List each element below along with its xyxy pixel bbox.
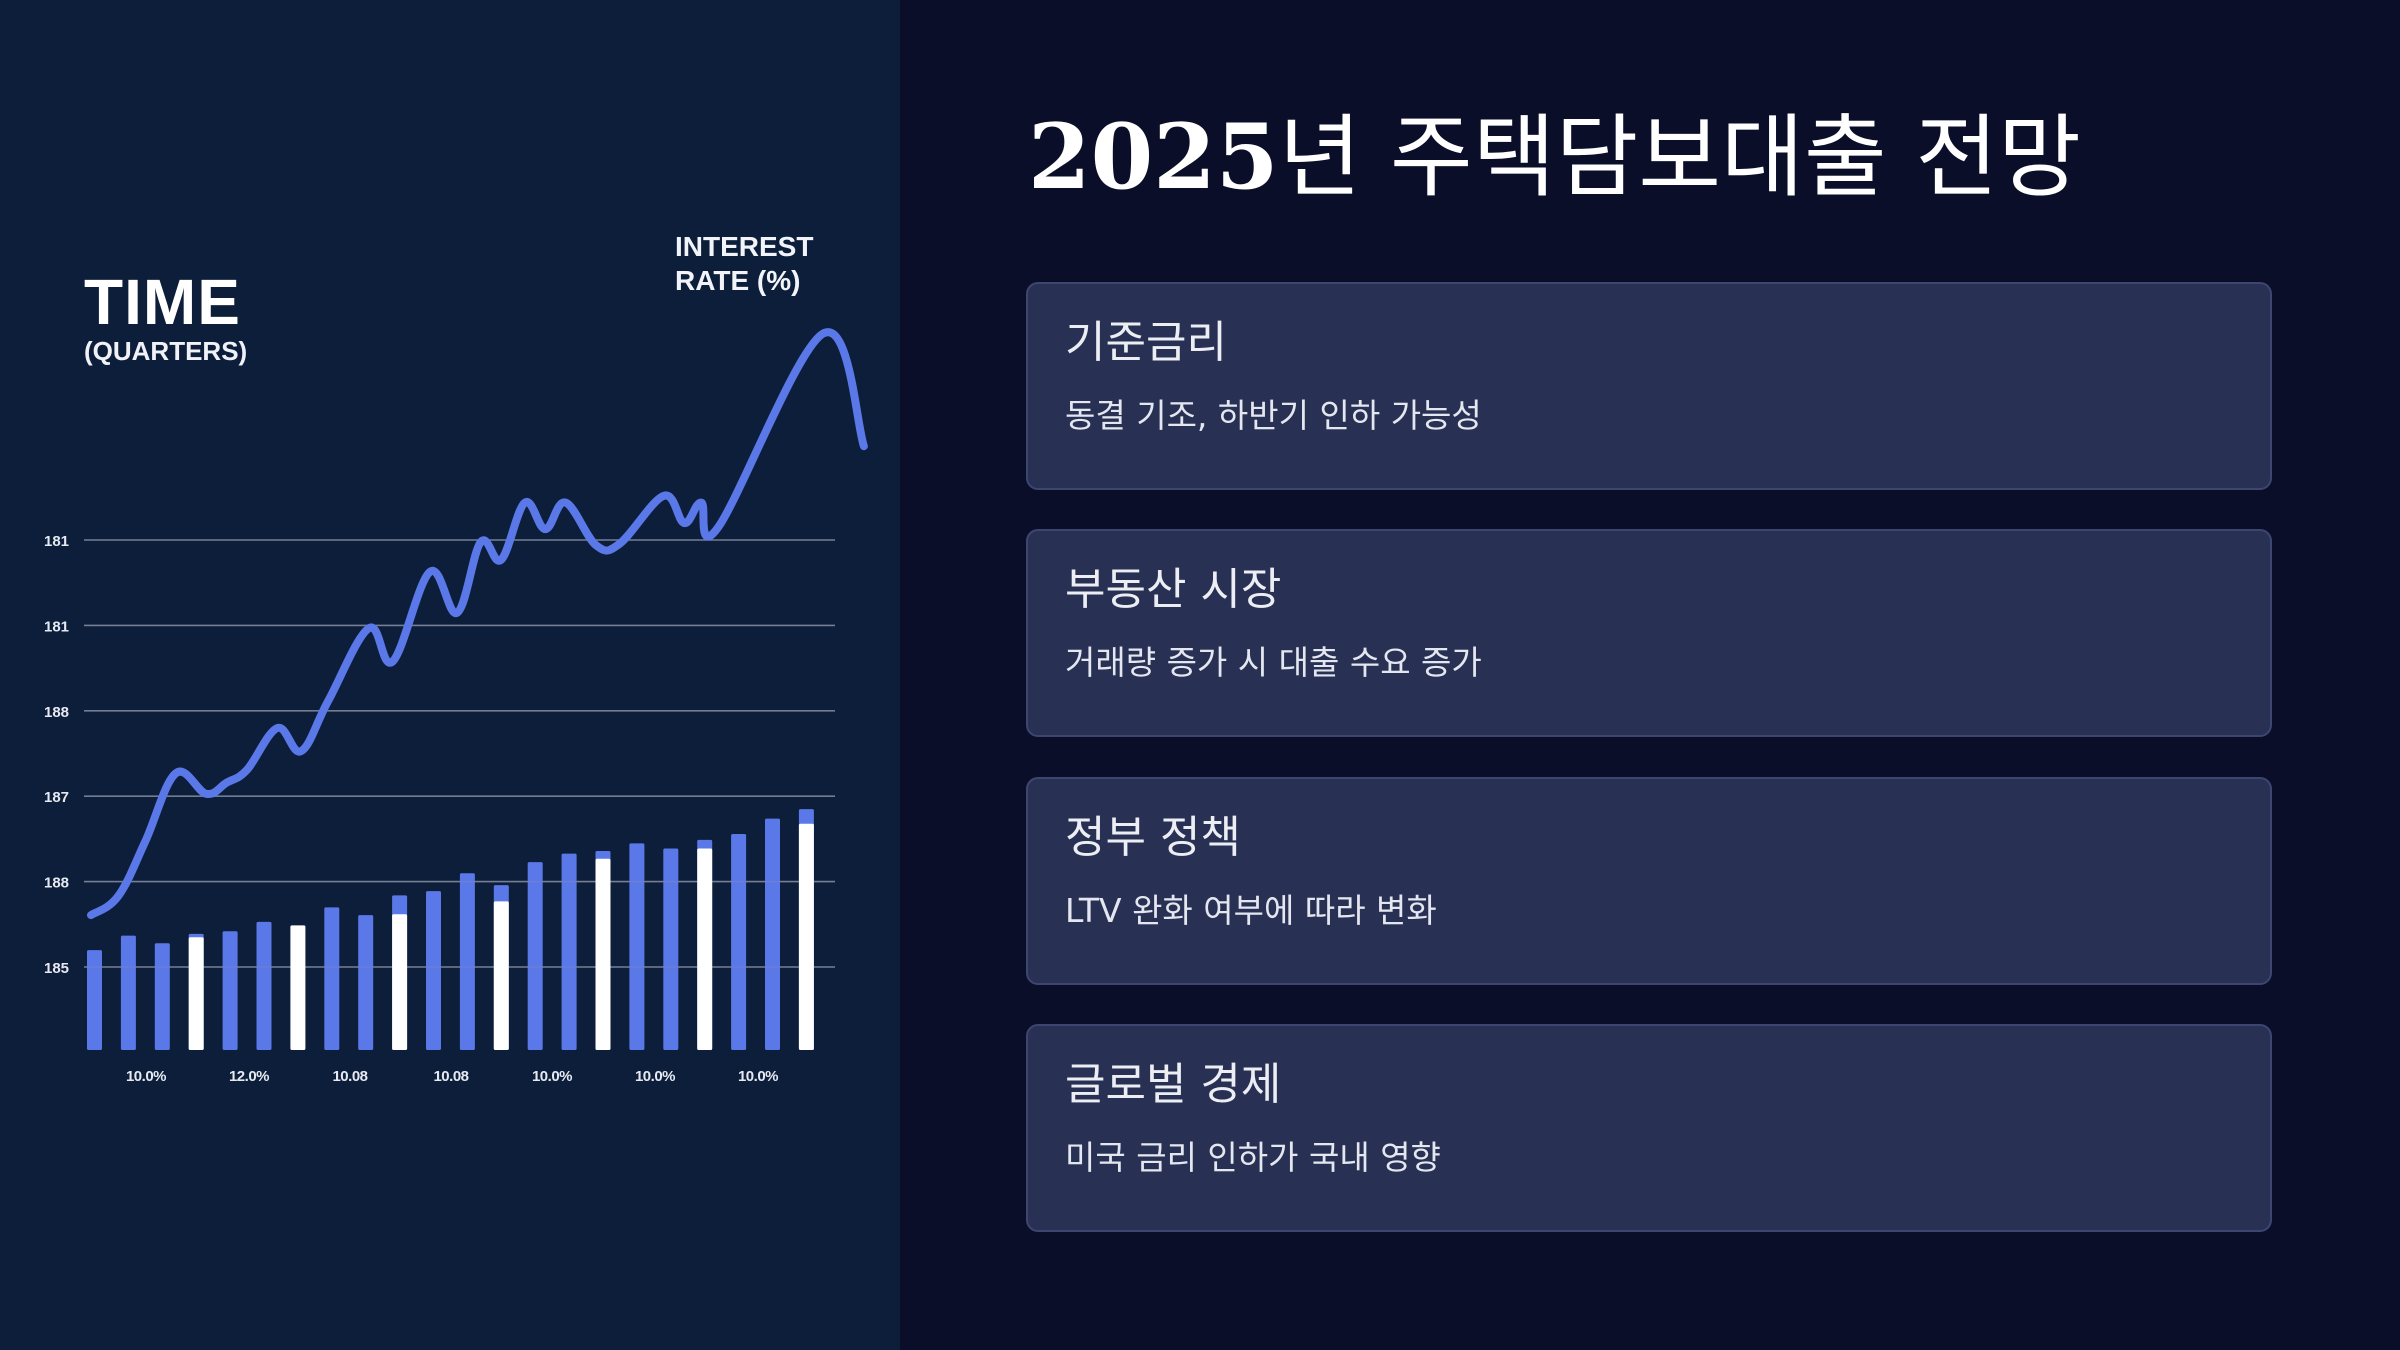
bar-white bbox=[798, 823, 814, 1050]
x-tick-label: 10.08 bbox=[433, 1068, 468, 1085]
y-tick-label: 187 bbox=[44, 789, 69, 806]
x-tick-label: 12.0% bbox=[229, 1068, 269, 1085]
card-description: 미국 금리 인하가 국내 영향 bbox=[1065, 1138, 1441, 1177]
x-tick-label: 10.0% bbox=[738, 1068, 778, 1085]
bar-blue bbox=[120, 935, 136, 1050]
bar-blue bbox=[154, 943, 170, 1050]
y-tick-label: 188 bbox=[44, 875, 69, 892]
y-axis-title: INTEREST RATE (%) bbox=[675, 230, 813, 298]
y-tick-label: 188 bbox=[44, 704, 69, 721]
bar-blue bbox=[426, 891, 441, 1050]
y-axis-ticks: 181 181 188 187 188 185 bbox=[44, 533, 69, 977]
card-government-policy: 정부 정책 LTV 완화 여부에 따라 변화 bbox=[1026, 777, 2272, 985]
bar-blue bbox=[87, 950, 102, 1050]
page-title-year: 2025 bbox=[1028, 104, 1279, 210]
card-real-estate-market: 부동산 시장 거래량 증가 시 대출 수요 증가 bbox=[1026, 529, 2272, 737]
bar-white bbox=[697, 848, 713, 1050]
x-tick-label: 10.0% bbox=[635, 1068, 675, 1085]
bar-blue bbox=[358, 915, 374, 1050]
card-global-economy: 글로벌 경제 미국 금리 인하가 국내 영향 bbox=[1026, 1024, 2272, 1232]
card-base-rate: 기준금리 동결 기조, 하반기 인하 가능성 bbox=[1026, 282, 2272, 490]
y-tick-label: 181 bbox=[44, 618, 69, 635]
bar-white bbox=[595, 858, 611, 1050]
card-description: 거래량 증가 시 대출 수요 증가 bbox=[1065, 643, 1482, 682]
chart-panel: 181 181 188 187 188 185 10.0% 12.0% 10.08 10.08 1… bbox=[0, 0, 900, 1350]
card-description: LTV 완화 여부에 따라 변화 bbox=[1065, 891, 1437, 930]
x-axis-title: TIME (QUARTERS) bbox=[84, 270, 247, 364]
x-tick-label: 10.0% bbox=[532, 1068, 572, 1085]
bar-blue bbox=[324, 907, 340, 1050]
bar-blue bbox=[731, 833, 747, 1050]
card-title: 정부 정책 bbox=[1065, 812, 1241, 863]
y-tick-label: 181 bbox=[44, 533, 69, 550]
bar-blue bbox=[663, 848, 679, 1050]
card-description: 동결 기조, 하반기 인하 가능성 bbox=[1065, 396, 1482, 435]
page-title-text: 년 주택담보대출 전망 bbox=[1278, 105, 2081, 210]
x-tick-label: 10.08 bbox=[332, 1068, 367, 1085]
card-title: 기준금리 bbox=[1065, 317, 1227, 368]
bar-blue bbox=[256, 921, 272, 1050]
bar-white bbox=[290, 925, 306, 1050]
bar-white bbox=[392, 914, 408, 1050]
card-title: 부동산 시장 bbox=[1065, 564, 1282, 615]
bar-blue bbox=[765, 818, 780, 1050]
axis-title-quarters: (QUARTERS) bbox=[84, 336, 248, 366]
bar-blue bbox=[561, 853, 577, 1050]
page-title: 2025년 주택담보대출 전망 bbox=[1028, 105, 2081, 210]
rate-line bbox=[87, 328, 868, 920]
bar-white bbox=[188, 937, 204, 1050]
bar-blue bbox=[459, 873, 475, 1050]
x-tick-label: 10.0% bbox=[126, 1068, 166, 1085]
axis-title-time: TIME bbox=[84, 266, 241, 338]
axis-title-rate-percent: RATE (%) bbox=[675, 265, 801, 296]
bar-blue bbox=[222, 931, 238, 1050]
white-bar-series bbox=[188, 823, 814, 1050]
x-axis-ticks: 10.0% 12.0% 10.08 10.08 10.0% 10.0% 10.0% bbox=[126, 1068, 779, 1085]
y-tick-label: 185 bbox=[44, 960, 69, 977]
bar-white bbox=[493, 901, 509, 1050]
bar-blue bbox=[629, 843, 645, 1050]
axis-title-interest: INTEREST bbox=[675, 231, 814, 262]
card-title: 글로벌 경제 bbox=[1065, 1059, 1282, 1110]
bar-blue bbox=[527, 862, 543, 1050]
interest-rate-line bbox=[87, 328, 868, 920]
